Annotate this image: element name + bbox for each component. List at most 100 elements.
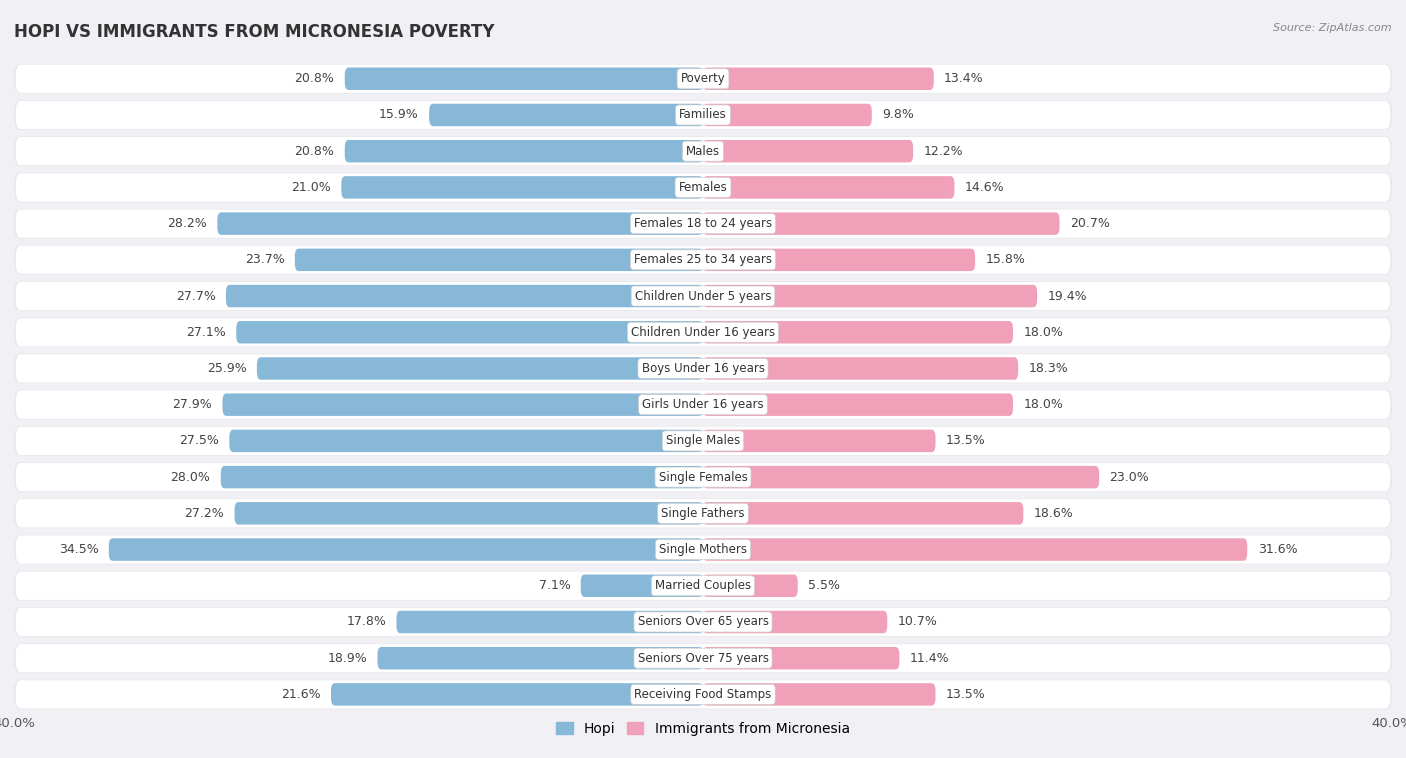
- FancyBboxPatch shape: [15, 644, 1391, 672]
- FancyBboxPatch shape: [703, 393, 1012, 416]
- Text: 12.2%: 12.2%: [924, 145, 963, 158]
- FancyBboxPatch shape: [344, 67, 703, 90]
- Text: HOPI VS IMMIGRANTS FROM MICRONESIA POVERTY: HOPI VS IMMIGRANTS FROM MICRONESIA POVER…: [14, 23, 495, 41]
- FancyBboxPatch shape: [15, 535, 1391, 564]
- FancyBboxPatch shape: [14, 245, 1392, 274]
- Text: 21.0%: 21.0%: [291, 181, 330, 194]
- Text: 13.5%: 13.5%: [946, 434, 986, 447]
- FancyBboxPatch shape: [344, 140, 703, 162]
- FancyBboxPatch shape: [703, 67, 934, 90]
- Text: 18.9%: 18.9%: [328, 652, 367, 665]
- Text: 13.5%: 13.5%: [946, 688, 986, 701]
- Text: 9.8%: 9.8%: [882, 108, 914, 121]
- Text: 20.8%: 20.8%: [294, 145, 335, 158]
- Text: 23.0%: 23.0%: [1109, 471, 1149, 484]
- FancyBboxPatch shape: [222, 393, 703, 416]
- Text: Females 25 to 34 years: Females 25 to 34 years: [634, 253, 772, 266]
- Text: 34.5%: 34.5%: [59, 543, 98, 556]
- Text: Children Under 5 years: Children Under 5 years: [634, 290, 772, 302]
- FancyBboxPatch shape: [581, 575, 703, 597]
- FancyBboxPatch shape: [15, 680, 1391, 709]
- Text: 27.2%: 27.2%: [184, 507, 224, 520]
- FancyBboxPatch shape: [703, 140, 912, 162]
- Text: 13.4%: 13.4%: [945, 72, 984, 85]
- Text: Females: Females: [679, 181, 727, 194]
- Text: 27.1%: 27.1%: [186, 326, 226, 339]
- FancyBboxPatch shape: [703, 104, 872, 126]
- FancyBboxPatch shape: [218, 212, 703, 235]
- Text: 31.6%: 31.6%: [1257, 543, 1298, 556]
- FancyBboxPatch shape: [14, 318, 1392, 347]
- Text: 15.9%: 15.9%: [380, 108, 419, 121]
- FancyBboxPatch shape: [703, 466, 1099, 488]
- FancyBboxPatch shape: [226, 285, 703, 307]
- Text: 21.6%: 21.6%: [281, 688, 321, 701]
- Text: Males: Males: [686, 145, 720, 158]
- Text: 25.9%: 25.9%: [207, 362, 246, 375]
- FancyBboxPatch shape: [15, 354, 1391, 383]
- FancyBboxPatch shape: [15, 282, 1391, 310]
- Text: Children Under 16 years: Children Under 16 years: [631, 326, 775, 339]
- FancyBboxPatch shape: [429, 104, 703, 126]
- Text: 10.7%: 10.7%: [897, 615, 938, 628]
- FancyBboxPatch shape: [14, 100, 1392, 130]
- Text: Single Fathers: Single Fathers: [661, 507, 745, 520]
- Text: Receiving Food Stamps: Receiving Food Stamps: [634, 688, 772, 701]
- Text: 15.8%: 15.8%: [986, 253, 1025, 266]
- FancyBboxPatch shape: [703, 357, 1018, 380]
- FancyBboxPatch shape: [15, 427, 1391, 455]
- FancyBboxPatch shape: [14, 173, 1392, 202]
- Text: 19.4%: 19.4%: [1047, 290, 1087, 302]
- FancyBboxPatch shape: [257, 357, 703, 380]
- FancyBboxPatch shape: [15, 101, 1391, 129]
- FancyBboxPatch shape: [14, 680, 1392, 709]
- Text: 18.6%: 18.6%: [1033, 507, 1073, 520]
- Text: 7.1%: 7.1%: [538, 579, 571, 592]
- Text: Females 18 to 24 years: Females 18 to 24 years: [634, 217, 772, 230]
- Text: Single Mothers: Single Mothers: [659, 543, 747, 556]
- FancyBboxPatch shape: [14, 208, 1392, 239]
- Text: Boys Under 16 years: Boys Under 16 years: [641, 362, 765, 375]
- FancyBboxPatch shape: [15, 608, 1391, 636]
- FancyBboxPatch shape: [14, 499, 1392, 528]
- FancyBboxPatch shape: [14, 426, 1392, 456]
- FancyBboxPatch shape: [15, 209, 1391, 238]
- FancyBboxPatch shape: [14, 462, 1392, 492]
- Text: 27.7%: 27.7%: [176, 290, 215, 302]
- Text: 28.0%: 28.0%: [170, 471, 211, 484]
- FancyBboxPatch shape: [15, 174, 1391, 202]
- Text: Married Couples: Married Couples: [655, 579, 751, 592]
- FancyBboxPatch shape: [229, 430, 703, 452]
- FancyBboxPatch shape: [703, 683, 935, 706]
- FancyBboxPatch shape: [15, 137, 1391, 165]
- FancyBboxPatch shape: [703, 249, 976, 271]
- Text: Families: Families: [679, 108, 727, 121]
- Text: 18.0%: 18.0%: [1024, 326, 1063, 339]
- Text: 14.6%: 14.6%: [965, 181, 1004, 194]
- Text: 23.7%: 23.7%: [245, 253, 284, 266]
- Text: 27.9%: 27.9%: [173, 398, 212, 411]
- FancyBboxPatch shape: [703, 176, 955, 199]
- FancyBboxPatch shape: [377, 647, 703, 669]
- Text: 18.3%: 18.3%: [1029, 362, 1069, 375]
- FancyBboxPatch shape: [14, 607, 1392, 637]
- FancyBboxPatch shape: [15, 64, 1391, 93]
- Text: 5.5%: 5.5%: [808, 579, 839, 592]
- FancyBboxPatch shape: [703, 285, 1038, 307]
- FancyBboxPatch shape: [108, 538, 703, 561]
- Text: Seniors Over 65 years: Seniors Over 65 years: [637, 615, 769, 628]
- Text: Girls Under 16 years: Girls Under 16 years: [643, 398, 763, 411]
- FancyBboxPatch shape: [396, 611, 703, 633]
- FancyBboxPatch shape: [14, 64, 1392, 93]
- Text: Source: ZipAtlas.com: Source: ZipAtlas.com: [1274, 23, 1392, 33]
- FancyBboxPatch shape: [15, 463, 1391, 491]
- Text: 20.7%: 20.7%: [1070, 217, 1109, 230]
- FancyBboxPatch shape: [330, 683, 703, 706]
- FancyBboxPatch shape: [221, 466, 703, 488]
- Text: Single Males: Single Males: [666, 434, 740, 447]
- Text: 11.4%: 11.4%: [910, 652, 949, 665]
- FancyBboxPatch shape: [15, 390, 1391, 419]
- Text: Single Females: Single Females: [658, 471, 748, 484]
- FancyBboxPatch shape: [703, 647, 900, 669]
- FancyBboxPatch shape: [703, 538, 1247, 561]
